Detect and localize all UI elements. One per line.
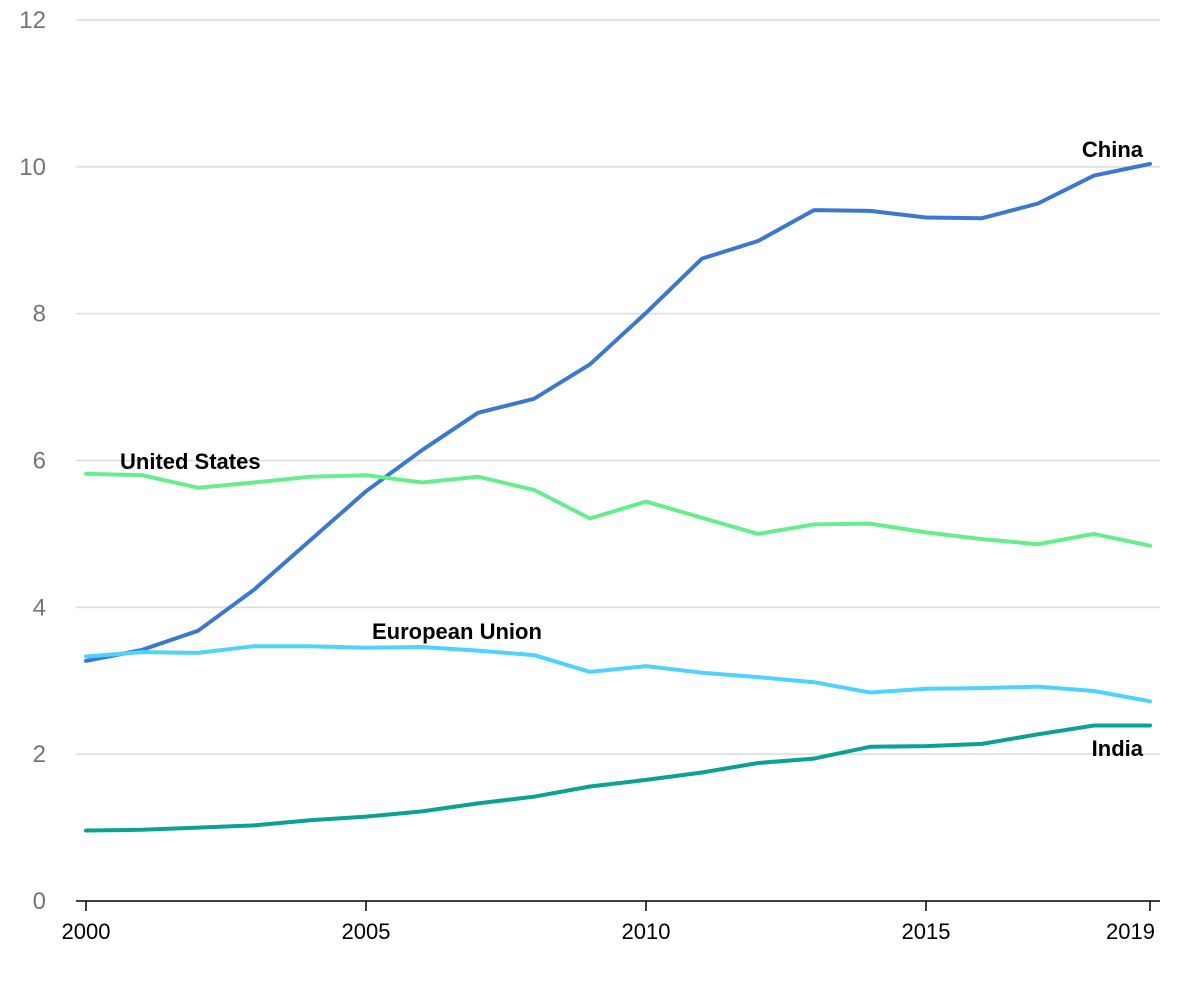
y-tick-label: 10	[19, 154, 46, 181]
series-line-china	[84, 161, 1152, 663]
x-tick-label: 2015	[902, 919, 951, 944]
y-axis: 0 2 4 6 8 10 12	[19, 7, 46, 915]
x-tick-label: 2019	[1106, 919, 1155, 944]
y-tick-label: 12	[19, 7, 46, 34]
x-tick-label: 2000	[62, 919, 111, 944]
y-tick-label: 4	[33, 594, 46, 621]
grid-lines	[76, 19, 1160, 755]
x-tick-label: 2010	[622, 919, 671, 944]
series-labels: China United States European Union India	[120, 137, 1144, 761]
series-line-european-union	[84, 644, 1152, 704]
x-tick-label: 2005	[342, 919, 391, 944]
series-label-european-union: European Union	[372, 619, 542, 644]
y-tick-label: 2	[33, 741, 46, 768]
y-tick-label: 6	[33, 448, 46, 475]
y-tick-label: 8	[33, 301, 46, 328]
series-label-china: China	[1082, 137, 1144, 162]
series-line-united-states	[84, 471, 1152, 548]
series-label-united-states: United States	[120, 449, 261, 474]
x-axis: 2000 2005 2010 2015 2019	[62, 901, 1155, 944]
series-lines	[84, 161, 1152, 833]
y-tick-label: 0	[33, 888, 46, 915]
series-line-india	[84, 723, 1152, 833]
series-label-india: India	[1092, 736, 1144, 761]
